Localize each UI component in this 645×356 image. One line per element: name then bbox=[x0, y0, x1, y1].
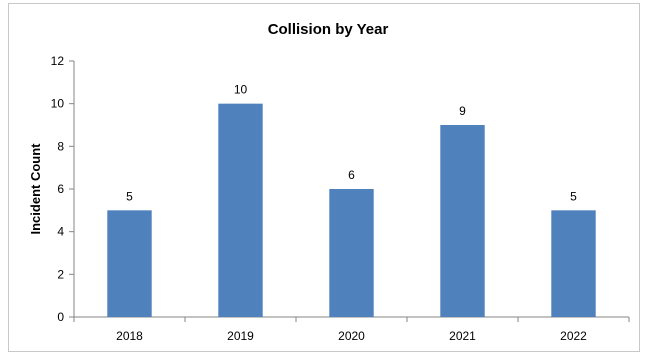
data-label: 5 bbox=[126, 189, 133, 203]
y-tick-label: 4 bbox=[57, 225, 64, 239]
bar bbox=[329, 189, 374, 317]
x-tick-label: 2022 bbox=[560, 329, 587, 343]
plot-area: 0 2 4 6 8 10 12 5 2018 10 2019 6 2020 9 2021 5 2022 bbox=[51, 54, 630, 343]
x-tick-label: 2020 bbox=[338, 329, 365, 343]
y-tick-label: 12 bbox=[51, 54, 65, 68]
chart-title: Collision by Year bbox=[268, 21, 389, 38]
y-tick-label: 0 bbox=[57, 310, 64, 324]
y-tick-label: 2 bbox=[57, 267, 64, 281]
x-tick-label: 2018 bbox=[116, 329, 143, 343]
bar bbox=[440, 125, 485, 317]
bar bbox=[551, 210, 596, 317]
y-tick-label: 8 bbox=[57, 139, 64, 153]
y-tick-label: 6 bbox=[57, 182, 64, 196]
x-tick-label: 2019 bbox=[227, 329, 254, 343]
data-label: 10 bbox=[234, 83, 248, 97]
bar bbox=[107, 210, 152, 317]
y-axis-label: Incident Count bbox=[28, 143, 43, 235]
data-label: 5 bbox=[570, 189, 577, 203]
data-label: 6 bbox=[348, 168, 355, 182]
x-tick-label: 2021 bbox=[449, 329, 476, 343]
y-tick-label: 10 bbox=[51, 97, 65, 111]
data-label: 9 bbox=[459, 104, 466, 118]
bar bbox=[218, 103, 263, 318]
